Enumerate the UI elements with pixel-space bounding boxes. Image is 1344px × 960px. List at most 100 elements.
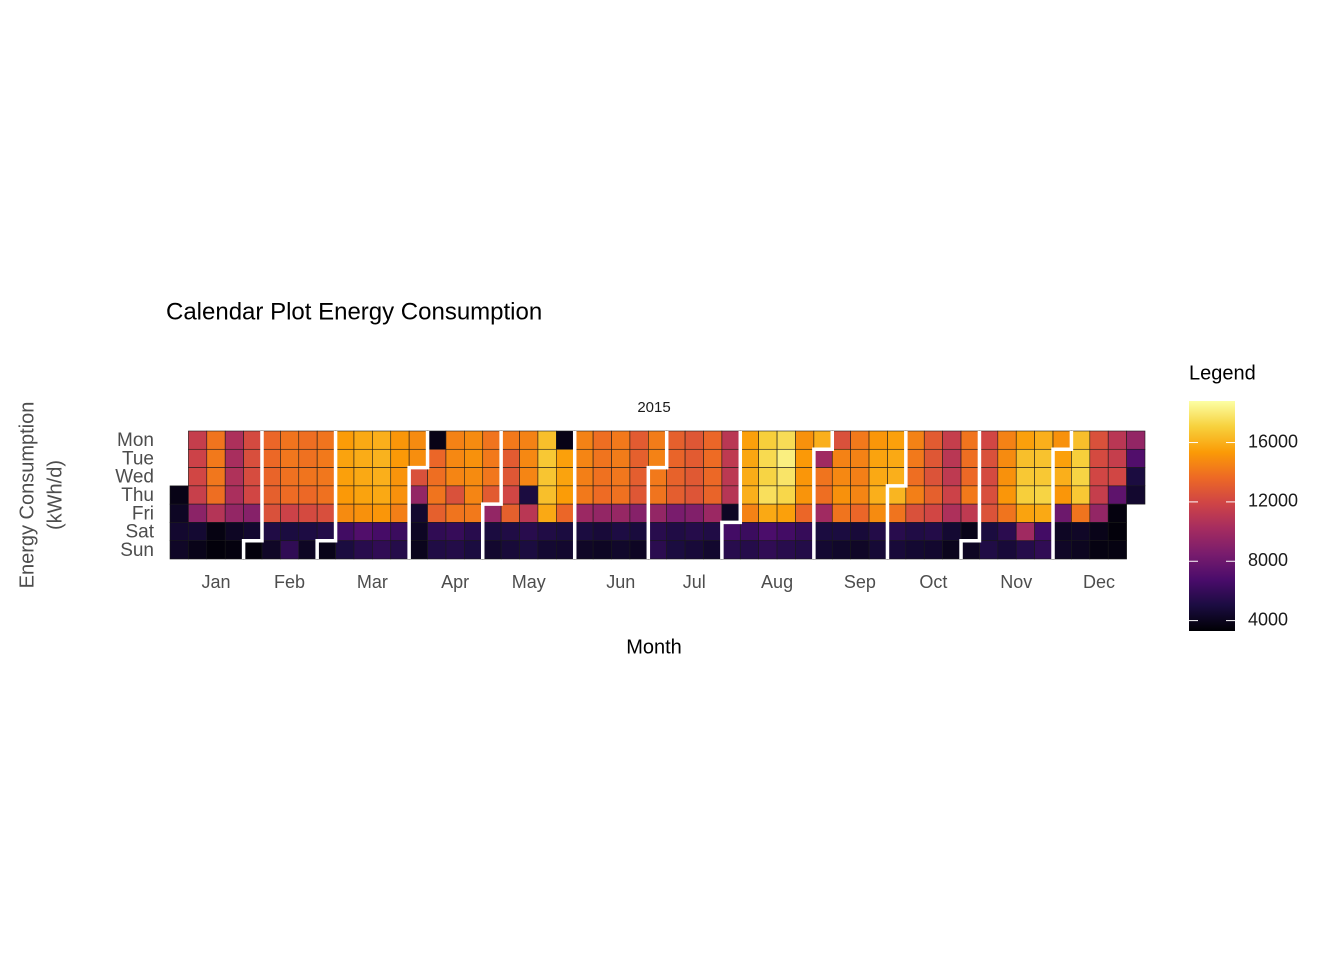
day-cell: [684, 430, 704, 450]
day-cell: [372, 448, 392, 468]
day-cell: [868, 467, 888, 487]
day-cell: [629, 467, 649, 487]
day-cell: [611, 467, 631, 487]
day-cell: [611, 522, 631, 542]
day-cell: [666, 485, 686, 505]
day-cell: [758, 540, 778, 560]
day-cell: [408, 430, 428, 450]
day-cell: [574, 503, 594, 523]
day-cell: [1089, 503, 1109, 523]
day-cell: [445, 467, 465, 487]
day-cell: [979, 430, 999, 450]
day-cell: [923, 485, 943, 505]
day-cell: [206, 485, 226, 505]
day-cell: [482, 540, 502, 560]
day-cell: [169, 522, 189, 542]
day-cell: [1034, 522, 1054, 542]
day-cell: [868, 522, 888, 542]
day-cell: [1015, 448, 1035, 468]
day-cell: [427, 467, 447, 487]
day-cell: [887, 485, 907, 505]
day-cell: [592, 485, 612, 505]
day-cell: [408, 503, 428, 523]
day-cell: [703, 503, 723, 523]
day-cell: [758, 467, 778, 487]
day-cell: [795, 467, 815, 487]
day-cell: [684, 503, 704, 523]
day-cell: [280, 540, 300, 560]
day-cell: [923, 522, 943, 542]
month-boundary: [885, 431, 908, 559]
day-cell: [666, 540, 686, 560]
day-cell: [1089, 430, 1109, 450]
day-cell: [1107, 540, 1127, 560]
day-cell: [831, 467, 851, 487]
day-cell: [556, 467, 576, 487]
day-cell: [813, 467, 833, 487]
day-cell: [997, 485, 1017, 505]
day-cell: [519, 503, 539, 523]
day-cell: [1015, 467, 1035, 487]
day-cell: [1052, 503, 1072, 523]
day-cell: [574, 522, 594, 542]
day-cell: [280, 448, 300, 468]
day-cell: [831, 503, 851, 523]
day-cell: [648, 467, 667, 487]
day-cell: [979, 467, 999, 487]
day-cell: [335, 540, 355, 560]
day-cell: [335, 467, 355, 487]
day-cell: [556, 503, 576, 523]
day-cell: [1107, 430, 1127, 450]
day-cell: [629, 540, 649, 560]
day-cell: [188, 503, 208, 523]
day-cell: [556, 448, 576, 468]
x-tick-label: Apr: [441, 572, 469, 592]
day-cell: [537, 540, 557, 560]
day-cell: [813, 448, 833, 468]
day-cell: [519, 485, 539, 505]
day-cell: [795, 522, 815, 542]
day-cell: [556, 485, 576, 505]
day-cell: [666, 503, 686, 523]
day-cell: [887, 522, 907, 542]
day-cell: [519, 540, 539, 560]
day-cell: [427, 503, 447, 523]
day-cell: [648, 522, 667, 542]
day-cell: [721, 467, 741, 487]
day-cell: [629, 430, 649, 450]
day-cell: [224, 485, 244, 505]
day-cell: [739, 448, 759, 468]
month-boundary: [315, 431, 338, 559]
day-cell: [464, 522, 484, 542]
day-cell: [243, 522, 263, 542]
y-axis-title: Energy Consumption (kWh/d): [16, 402, 66, 589]
day-cell: [206, 522, 226, 542]
day-cell: [850, 448, 870, 468]
day-cell: [813, 485, 833, 505]
day-cell: [169, 485, 189, 505]
day-cell: [960, 503, 980, 523]
day-cell: [942, 485, 962, 505]
day-cell: [243, 467, 263, 487]
y-axis-title-line: Energy Consumption: [16, 402, 38, 589]
month-boundary: [646, 431, 669, 559]
day-cell: [666, 430, 686, 450]
day-cell: [408, 467, 428, 487]
day-cell: [648, 448, 667, 468]
day-cell: [316, 522, 336, 542]
day-cell: [280, 485, 300, 505]
day-cell: [169, 540, 189, 560]
day-cell: [1071, 448, 1091, 468]
day-cell: [997, 448, 1017, 468]
day-cell: [1071, 522, 1091, 542]
day-cell: [519, 522, 539, 542]
day-cell: [427, 448, 447, 468]
day-cell: [243, 485, 263, 505]
x-tick-label: Feb: [274, 572, 305, 592]
day-cell: [188, 522, 208, 542]
day-cell: [335, 448, 355, 468]
day-cell: [1034, 540, 1054, 560]
day-cell: [684, 485, 704, 505]
day-cell: [372, 485, 392, 505]
day-cell: [482, 467, 502, 487]
